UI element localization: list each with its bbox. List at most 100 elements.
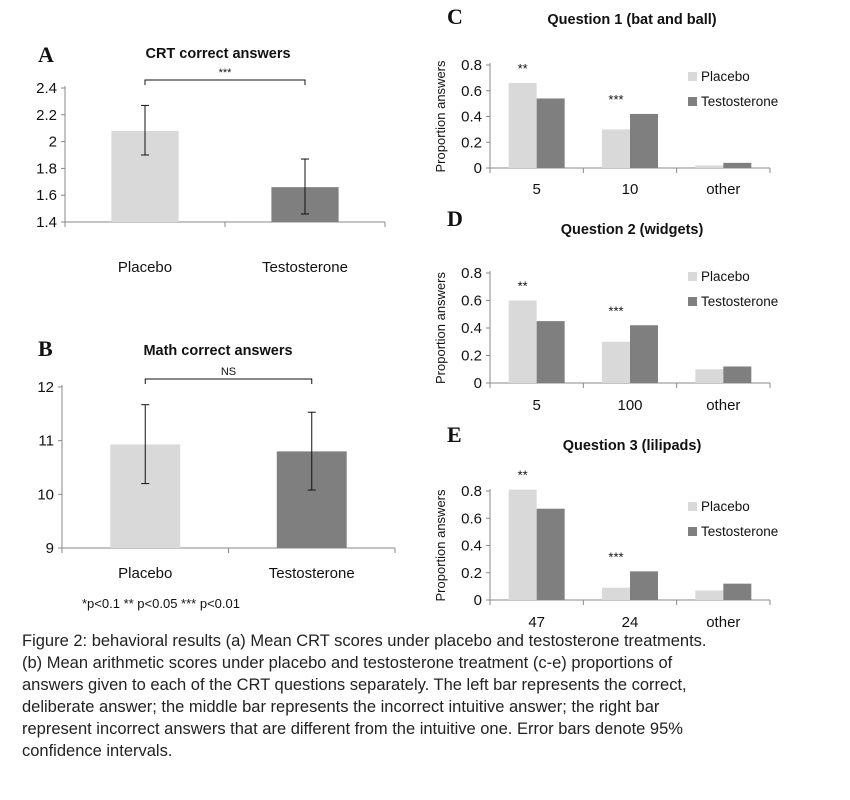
legend-label: Placebo [701,269,750,284]
chart-title: Question 3 (lilipads) [563,438,702,454]
x-tick-label: Testosterone [269,565,355,582]
caption-line: Figure 2: behavioral results (a) Mean CR… [22,632,707,650]
y-axis-label: Proportion answers [433,489,448,601]
y-tick-label: 1.4 [36,214,57,231]
y-tick-label: 0.4 [461,320,482,337]
significance-marker: ** [518,61,528,76]
bar-placebo [508,489,537,600]
x-tick-label: Placebo [118,565,172,582]
significance-footnote: *p<0.1 ** p<0.05 *** p<0.01 [82,596,240,611]
legend-label: Placebo [701,499,750,514]
y-tick-label: 10 [37,486,54,503]
figure: A CRT correct answers 1.4 1.6 1.8 2 2.2 2.4 Plac… [36,4,778,630]
chart-title: Question 1 (bat and ball) [547,12,716,28]
caption-line: represent incorrect answers that are dif… [22,720,683,738]
legend-swatch [688,502,697,511]
significance-marker: *** [219,67,233,79]
panel-label: B [38,336,53,361]
legend-swatch [688,72,697,81]
significance-marker: *** [608,303,623,318]
y-tick-label: 0.6 [461,293,482,310]
panel-label: A [38,42,54,67]
x-tick-label: Placebo [118,259,172,276]
y-tick-label: 0 [474,160,482,177]
significance-bracket [144,378,313,384]
bar-testosterone [536,98,565,168]
panel-label: E [447,422,462,447]
bar-placebo [508,83,537,168]
chart-title: Question 2 (widgets) [561,222,704,238]
y-tick-label: 0 [474,375,482,392]
legend-label: Testosterone [701,524,778,539]
y-tick-label: 0.4 [461,538,482,555]
x-tick-label: other [706,614,740,630]
significance-marker: ** [518,468,528,483]
legend-swatch [688,527,697,536]
bar-placebo [695,165,724,168]
y-tick-label: 0 [474,592,482,609]
y-tick-label: 2 [49,134,57,151]
legend-swatch [688,297,697,306]
legend-label: Placebo [701,69,750,84]
panel-label: D [447,206,463,231]
y-tick-label: 1.6 [36,187,57,204]
x-tick-label: Testosterone [262,259,348,276]
y-tick-label: 12 [37,379,54,396]
x-tick-label: 5 [532,397,540,414]
significance-marker: *** [608,92,623,107]
bar-placebo [695,590,724,600]
panel-label: C [447,4,463,29]
y-tick-label: 0.2 [461,565,482,582]
bar-placebo [508,300,537,383]
y-axis-label: Proportion answers [433,60,448,172]
y-tick-label: 9 [46,540,54,557]
chart-title: Math correct answers [143,343,292,359]
y-tick-label: 2.2 [36,107,57,124]
significance-bracket [144,79,306,85]
bar-testosterone [723,162,752,168]
significance-marker: NS [221,366,236,378]
bar-testosterone [630,113,658,168]
bar-testosterone [630,325,658,383]
bar-testosterone [536,508,565,600]
y-tick-label: 0.2 [461,348,482,365]
legend-label: Testosterone [701,94,778,109]
y-tick-label: 0.6 [461,510,482,527]
y-tick-label: 0.6 [461,83,482,100]
x-tick-label: 47 [528,614,545,630]
x-tick-label: other [706,397,740,414]
bar-testosterone [723,583,752,600]
bar-placebo [602,587,630,600]
bar-testosterone [536,321,565,383]
bar-placebo [602,129,630,168]
x-tick-label: 24 [622,614,639,630]
y-tick-label: 0.2 [461,134,482,151]
bar-placebo [602,341,630,383]
y-tick-label: 0.8 [461,57,482,74]
legend-label: Testosterone [701,294,778,309]
y-tick-label: 0.8 [461,483,482,500]
caption-line: confidence intervals. [22,742,173,760]
y-tick-label: 11 [38,433,54,450]
y-axis-label: Proportion answers [433,272,448,384]
bar-testosterone [630,571,658,600]
bar-placebo [695,369,724,383]
figure-caption: Figure 2: behavioral results (a) Mean CR… [22,630,832,762]
chart-title: CRT correct answers [145,46,290,62]
x-tick-label: 5 [532,181,540,198]
caption-line: deliberate answer; the middle bar repres… [22,698,660,716]
x-tick-label: 100 [617,397,642,414]
y-tick-label: 1.8 [36,160,57,177]
caption-line: answers given to each of the CRT questio… [22,676,687,694]
legend-swatch [688,97,697,106]
significance-marker: *** [608,549,623,564]
y-tick-label: 0.4 [461,109,482,126]
y-tick-label: 2.4 [36,80,57,97]
legend-swatch [688,272,697,281]
caption-line: (b) Mean arithmetic scores under placebo… [22,654,673,672]
x-tick-label: 10 [622,181,639,198]
bar-testosterone [723,366,752,383]
x-tick-label: other [706,181,740,198]
significance-marker: ** [518,279,528,294]
y-tick-label: 0.8 [461,265,482,282]
